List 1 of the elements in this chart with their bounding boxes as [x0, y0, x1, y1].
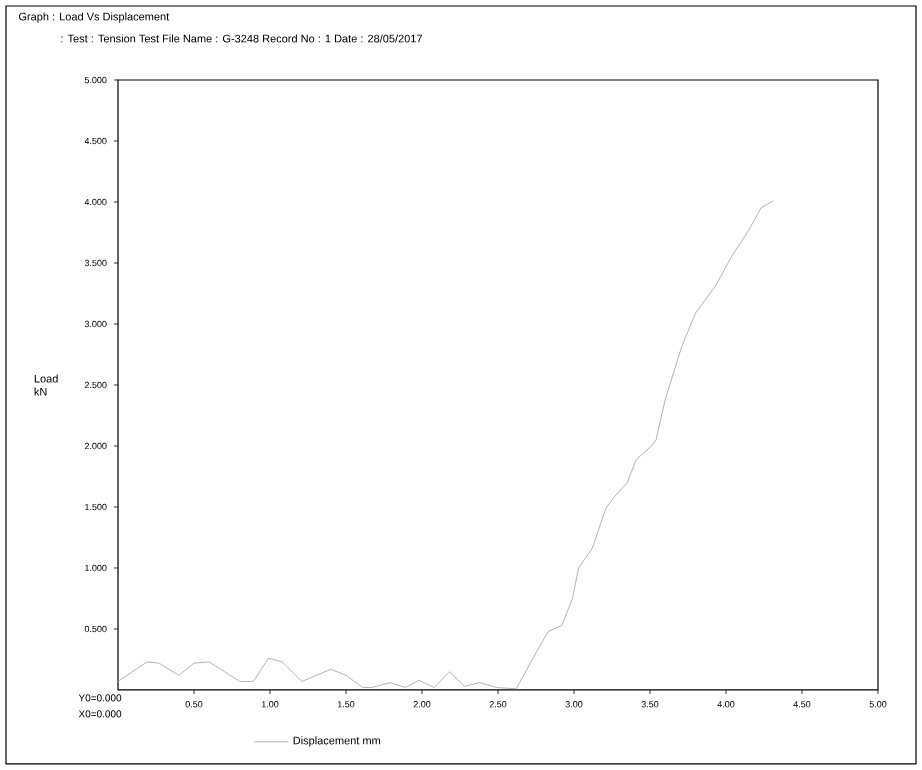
line-series: [118, 200, 774, 690]
